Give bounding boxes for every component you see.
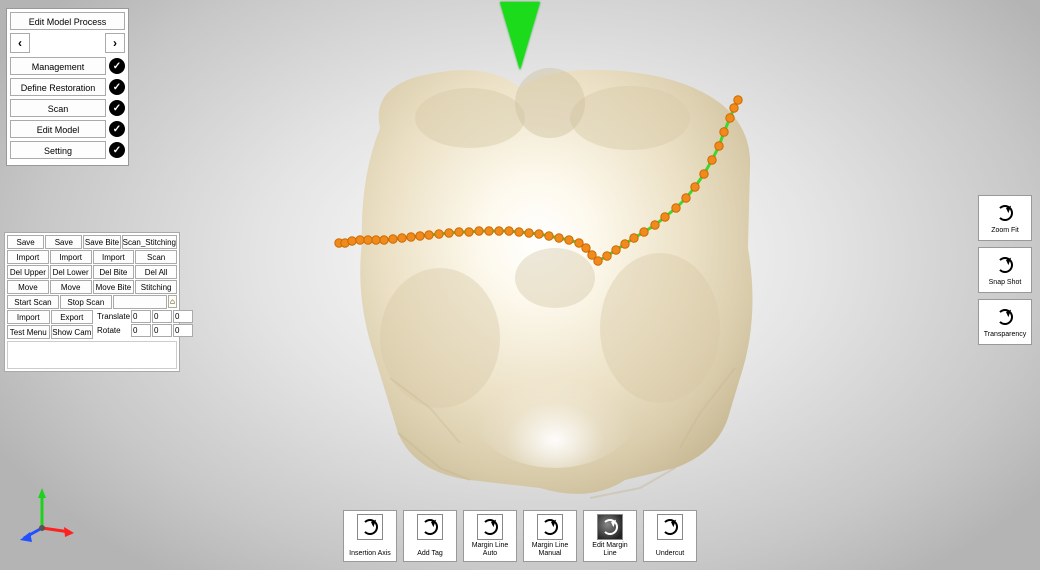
right-toolbar: Zoom Fit Snap Shot Transparency — [978, 195, 1032, 345]
check-icon — [109, 58, 125, 74]
workflow-title[interactable]: Edit Model Process — [10, 12, 125, 30]
edit-margin-line-button[interactable]: Edit Margin Line — [583, 510, 637, 562]
translate-x-input[interactable] — [131, 310, 151, 323]
margin-line-auto-button[interactable]: Margin Line Auto — [463, 510, 517, 562]
stitching-button[interactable]: Stitching — [135, 280, 177, 294]
scan-demo-button[interactable]: Scan Demo — [135, 250, 177, 264]
tool-label: Add Tag — [417, 550, 443, 558]
rotate-z-input[interactable] — [173, 324, 193, 337]
tool-label: Undercut — [656, 550, 684, 558]
workflow-step-button[interactable]: Management — [10, 57, 106, 75]
save-lower-button[interactable]: Save Lower — [45, 235, 82, 249]
export-margin-button[interactable]: Export Margin — [51, 310, 94, 324]
rotate-icon — [657, 514, 683, 540]
rotate-icon — [537, 514, 563, 540]
tool-label: Zoom Fit — [991, 227, 1019, 235]
tool-label: Margin Line Auto — [466, 542, 514, 558]
rotate-icon — [597, 514, 623, 540]
workflow-step: Scan — [10, 99, 125, 117]
start-scan-button[interactable]: Start Scan — [7, 295, 59, 309]
rotate-icon — [357, 514, 383, 540]
rotate-icon — [417, 514, 443, 540]
workflow-step: Define Restoration — [10, 78, 125, 96]
move-lower-button[interactable]: Move Lower — [50, 280, 92, 294]
workflow-step: Edit Model — [10, 120, 125, 138]
check-icon — [109, 79, 125, 95]
tool-label: Snap Shot — [989, 279, 1022, 287]
import-margin-button[interactable]: Import Margin — [7, 310, 50, 324]
workflow-step-button[interactable]: Edit Model — [10, 120, 106, 138]
workflow-step-button[interactable]: Define Restoration — [10, 78, 106, 96]
rotate-icon — [993, 253, 1017, 277]
workflow-step: Management — [10, 57, 125, 75]
workflow-nav: ‹ › — [10, 33, 125, 53]
rotate-row: Rotate — [95, 324, 194, 337]
translate-z-input[interactable] — [173, 310, 193, 323]
tooth-model — [320, 48, 780, 508]
rotate-icon — [993, 305, 1017, 329]
import-margin-button[interactable]: Import Margin — [93, 250, 135, 264]
rotate-icon — [993, 201, 1017, 225]
rotate-label: Rotate — [95, 326, 131, 335]
snap-shot-button[interactable]: Snap Shot — [978, 247, 1032, 293]
del-lower-button[interactable]: Del Lower — [50, 265, 92, 279]
del-upper-button[interactable]: Del Upper — [7, 265, 49, 279]
control-grid-panel: Save UpperSave LowerSave BiteScan_Stitch… — [4, 232, 180, 372]
insertion-axis-button[interactable]: Insertion Axis — [343, 510, 397, 562]
tool-label: Margin Line Manual — [526, 542, 574, 558]
workflow-step-button[interactable]: Scan — [10, 99, 106, 117]
import-upper-button[interactable]: Import Upper — [7, 250, 49, 264]
rotate-icon — [477, 514, 503, 540]
save-upper-button[interactable]: Save Upper — [7, 235, 44, 249]
test-menu-button[interactable]: Test Menu — [7, 325, 50, 339]
stop-scan-button[interactable]: Stop Scan — [60, 295, 112, 309]
move-bite-button[interactable]: Move Bite — [93, 280, 135, 294]
spacer — [113, 295, 167, 309]
margin-line — [320, 48, 780, 508]
rotate-y-input[interactable] — [152, 324, 172, 337]
translate-row: Translate — [95, 310, 194, 323]
del-all-button[interactable]: Del All — [135, 265, 177, 279]
translate-label: Translate — [95, 312, 131, 321]
nav-back-button[interactable]: ‹ — [10, 33, 30, 53]
rotate-x-input[interactable] — [131, 324, 151, 337]
scan-stitching-button[interactable]: Scan_Stitching — [122, 235, 177, 249]
bottom-toolbar: Insertion Axis Add Tag Margin Line Auto Mar… — [343, 510, 697, 562]
check-icon — [109, 121, 125, 137]
transparency-button[interactable]: Transparency — [978, 299, 1032, 345]
insertion-axis-cone — [500, 2, 540, 70]
check-icon — [109, 142, 125, 158]
log-area — [7, 341, 177, 369]
folder-icon[interactable]: ⌂ — [168, 295, 177, 308]
workflow-panel: Edit Model Process ‹ › Management Define … — [6, 8, 129, 166]
del-bite-button[interactable]: Del Bite — [93, 265, 135, 279]
nav-forward-button[interactable]: › — [105, 33, 125, 53]
translate-y-input[interactable] — [152, 310, 172, 323]
tool-label: Insertion Axis — [349, 550, 391, 558]
tool-label: Transparency — [984, 331, 1027, 339]
zoom-fit-button[interactable]: Zoom Fit — [978, 195, 1032, 241]
tool-label: Edit Margin Line — [586, 542, 634, 558]
save-bite-button[interactable]: Save Bite — [83, 235, 120, 249]
import-lower-button[interactable]: Import Lower — [50, 250, 92, 264]
move-upper-button[interactable]: Move Upper — [7, 280, 49, 294]
workflow-step: Setting — [10, 141, 125, 159]
add-tag-button[interactable]: Add Tag — [403, 510, 457, 562]
axis-gizmo — [20, 488, 74, 542]
check-icon — [109, 100, 125, 116]
show-cam-button[interactable]: Show Cam — [51, 325, 94, 339]
margin-line-manual-button[interactable]: Margin Line Manual — [523, 510, 577, 562]
undercut-button[interactable]: Undercut — [643, 510, 697, 562]
workflow-step-button[interactable]: Setting — [10, 141, 106, 159]
